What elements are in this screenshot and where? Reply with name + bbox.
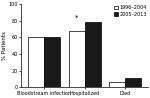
Legend: 1996–2004, 2005–2013: 1996–2004, 2005–2013 [114,5,147,17]
Bar [125,78,141,87]
Bar [69,31,85,87]
Bar [44,37,60,87]
Bar [109,82,125,87]
Bar [28,37,44,87]
Y-axis label: % Patients: % Patients [2,31,7,60]
Bar [85,22,101,87]
Text: *: * [75,15,78,21]
